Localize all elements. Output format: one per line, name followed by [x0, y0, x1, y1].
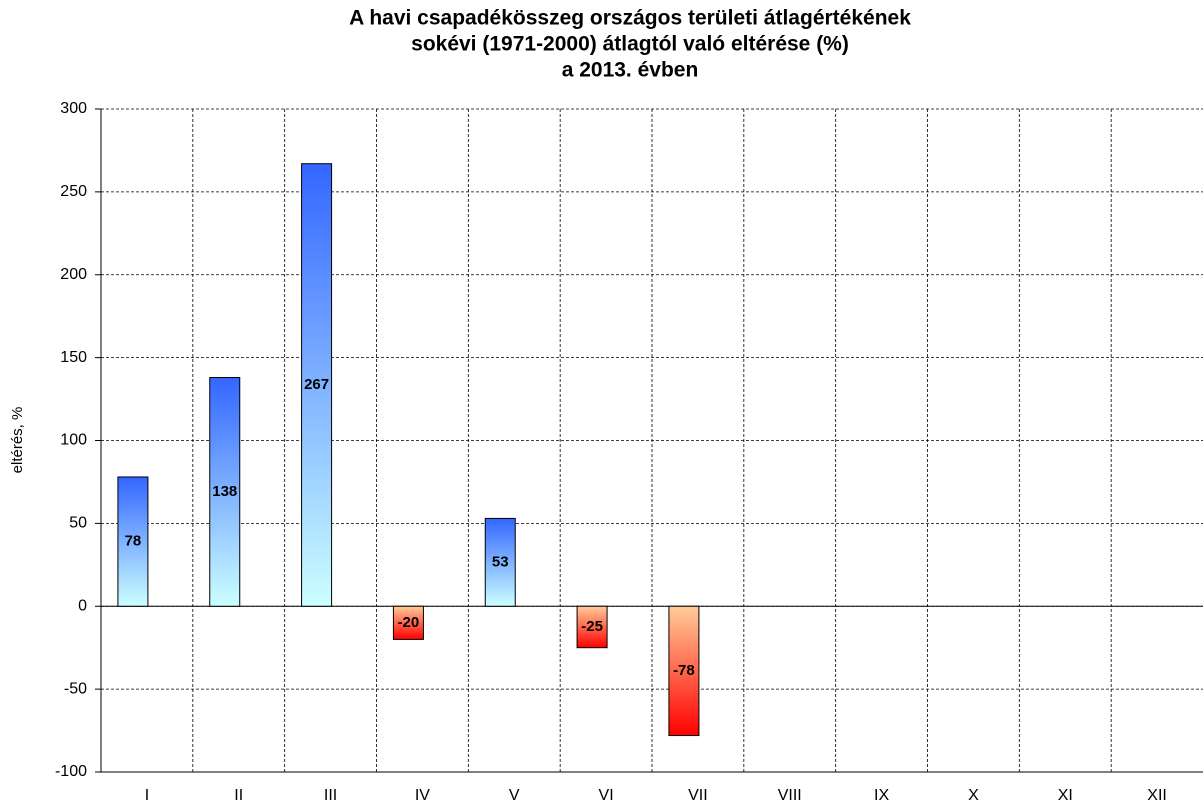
x-tick-label: IX	[874, 787, 889, 804]
x-tick-label: II	[234, 787, 243, 804]
x-tick-label: XI	[1058, 787, 1073, 804]
x-tick-label: VIII	[778, 787, 802, 804]
value-label: -25	[581, 618, 603, 635]
x-tick-label: XII	[1147, 787, 1167, 804]
x-tick-label: III	[324, 787, 337, 804]
y-tick-label: 200	[60, 266, 87, 283]
chart-title: sokévi (1971-2000) átlagtól való eltérés…	[411, 33, 849, 56]
bar	[301, 163, 333, 607]
bar	[576, 605, 608, 649]
bar	[668, 605, 700, 737]
y-tick-label: 150	[60, 349, 87, 366]
value-label: 138	[212, 483, 237, 500]
chart-title: a 2013. évben	[562, 59, 699, 82]
value-label: -78	[673, 662, 695, 679]
value-label: 78	[125, 533, 142, 550]
x-tick-label: X	[968, 787, 979, 804]
y-axis-label: eltérés, %	[9, 407, 26, 474]
value-label: 53	[492, 553, 509, 570]
value-label: 267	[304, 376, 329, 393]
y-tick-label: 300	[60, 100, 87, 117]
y-tick-label: 50	[69, 515, 87, 532]
y-tick-label: -100	[55, 763, 87, 780]
x-tick-label: V	[509, 787, 520, 804]
x-tick-label: IV	[415, 787, 430, 804]
bar	[209, 377, 241, 607]
x-tick-label: VII	[688, 787, 708, 804]
value-label: -20	[398, 614, 420, 631]
x-tick-label: VI	[599, 787, 614, 804]
y-tick-label: -50	[64, 680, 87, 697]
y-tick-label: 100	[60, 432, 87, 449]
bar	[117, 476, 149, 607]
chart-title: A havi csapadékösszeg országos területi …	[349, 7, 911, 30]
x-tick-label: I	[145, 787, 149, 804]
bar	[392, 605, 424, 640]
y-tick-label: 0	[78, 597, 87, 614]
y-tick-label: 250	[60, 183, 87, 200]
bar	[484, 517, 516, 607]
